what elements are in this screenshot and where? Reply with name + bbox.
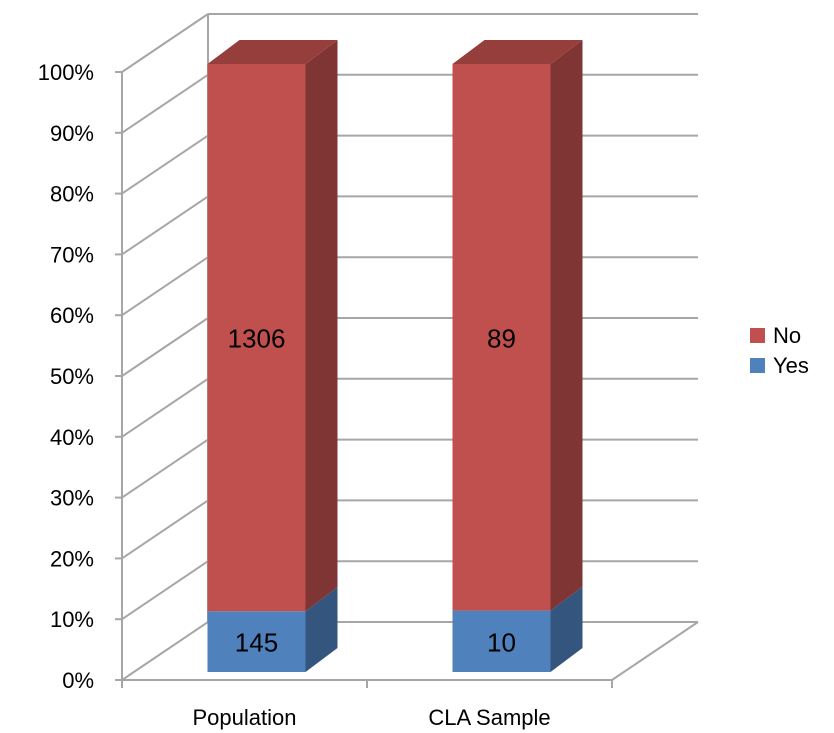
floor-right-edge — [611, 621, 699, 681]
bar-yes-population — [207, 611, 306, 672]
legend: No Yes — [750, 323, 809, 378]
data-label: 10 — [487, 627, 516, 657]
side-gridline — [121, 560, 209, 621]
side-gridline — [121, 438, 209, 499]
legend-swatch-yes — [750, 358, 765, 373]
x-tick-label: CLA Sample — [428, 705, 550, 730]
data-label: 89 — [487, 323, 516, 353]
bars — [207, 40, 583, 672]
bar-side-no — [550, 40, 583, 611]
side-gridline — [121, 13, 209, 73]
legend-label-no: No — [773, 323, 801, 348]
bar-yes-cla-sample — [452, 610, 551, 672]
side-gridline — [121, 73, 209, 134]
x-axis-ticks: Population CLA Sample — [121, 680, 613, 730]
y-tick-label: 10% — [50, 607, 94, 632]
bar-top-no — [207, 40, 338, 64]
bar-top-no — [452, 40, 583, 64]
y-axis-ticks: 0% 10% 20% 30% 40% 50% 60% 70% 80% 90% 100% — [38, 60, 122, 693]
x-tick-label: Population — [193, 705, 297, 730]
side-gridline — [121, 256, 209, 317]
legend-swatch-no — [750, 328, 765, 343]
data-label: 1306 — [228, 324, 286, 354]
y-tick-label: 70% — [50, 242, 94, 267]
y-tick-label: 30% — [50, 486, 94, 511]
bar-side-yes — [305, 587, 338, 672]
y-tick-label: 0% — [62, 668, 94, 693]
side-gridline — [121, 377, 209, 438]
y-tick-label: 40% — [50, 425, 94, 450]
data-label: 145 — [235, 628, 278, 658]
legend-label-yes: Yes — [773, 353, 809, 378]
side-gridline — [121, 317, 209, 377]
bar-side-no — [305, 40, 338, 612]
bar-no-cla-sample — [452, 64, 551, 611]
y-tick-label: 60% — [50, 303, 94, 328]
y-tick-label: 50% — [50, 364, 94, 389]
side-gridline — [121, 621, 209, 681]
bar-side-yes — [550, 586, 583, 672]
side-gridline — [121, 134, 209, 195]
data-labels: 145 1306 10 89 — [228, 323, 516, 657]
side-gridline — [121, 499, 209, 560]
y-tick-label: 80% — [50, 182, 94, 207]
y-tick-label: 100% — [38, 60, 94, 85]
bar-no-population — [207, 64, 306, 612]
y-tick-label: 20% — [50, 546, 94, 571]
y-tick-label: 90% — [50, 121, 94, 146]
side-gridline — [121, 195, 209, 256]
